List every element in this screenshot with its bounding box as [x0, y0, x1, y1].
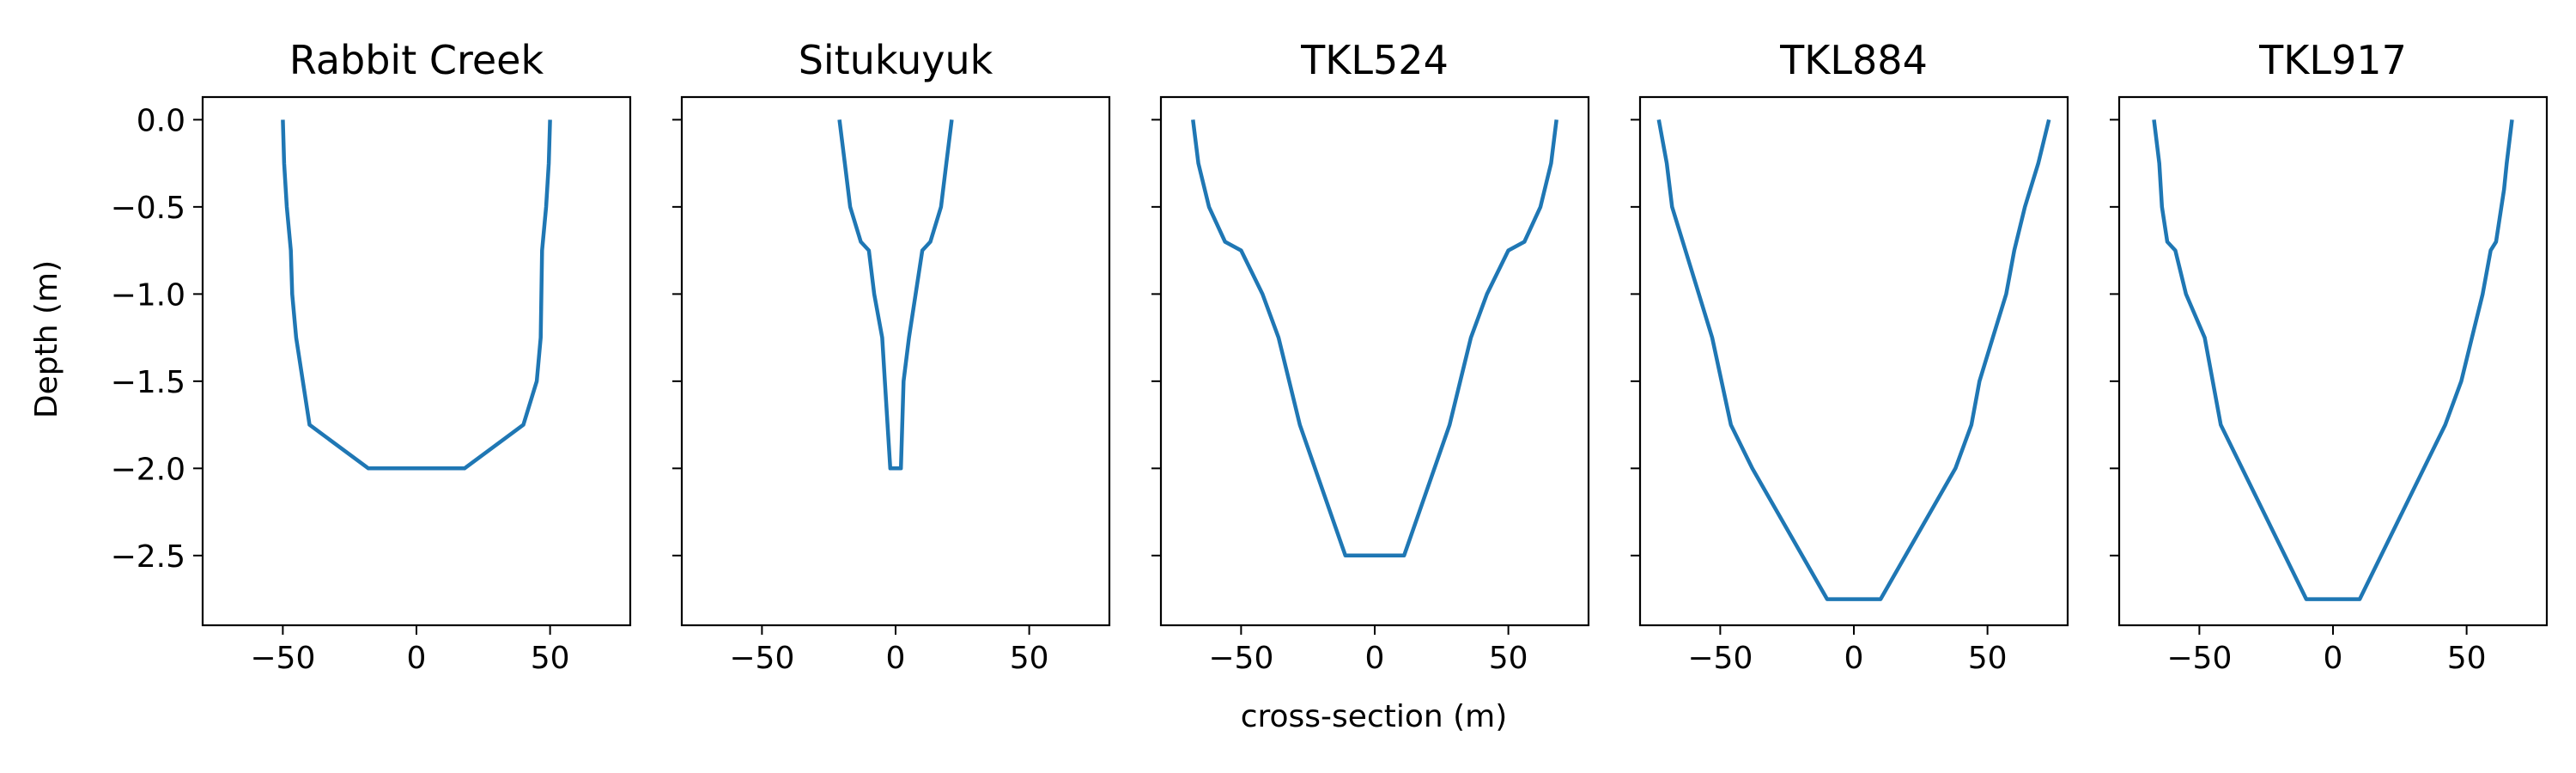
- panel-4: TKL884 −50 0 50: [1631, 37, 2069, 676]
- x-tick-label: −50: [1687, 641, 1753, 676]
- x-tick-label: −50: [2166, 641, 2232, 676]
- x-tick-label: 50: [1010, 641, 1049, 676]
- profile-line: [2152, 119, 2514, 601]
- panel-title: TKL917: [2258, 37, 2407, 83]
- axes-frame: [2117, 95, 2549, 627]
- y-tick-label: −2.5: [111, 539, 185, 575]
- x-tick-label: 50: [2447, 641, 2487, 676]
- axes-frame: [1638, 95, 2069, 627]
- panel-5: TKL917 −50 0 50: [2110, 37, 2549, 676]
- profile-line: [1656, 119, 2051, 601]
- x-tick-label: 0: [1844, 641, 1864, 676]
- y-tick-label: −2.0: [111, 452, 185, 487]
- y-tick-label: −1.0: [111, 277, 185, 313]
- x-tick-label: −50: [250, 641, 315, 676]
- y-axis-label: Depth (m): [29, 260, 64, 418]
- axes-frame: [201, 95, 632, 627]
- x-tick-label: 0: [886, 641, 906, 676]
- x-tick-label: 50: [1968, 641, 2008, 676]
- profile-line: [1191, 119, 1558, 558]
- x-tick-label: −50: [729, 641, 794, 676]
- profile-line: [281, 119, 552, 471]
- x-tick-label: 50: [1489, 641, 1528, 676]
- x-tick-label: 0: [1365, 641, 1385, 676]
- y-tick-label: 0.0: [137, 103, 185, 138]
- axes-frame: [1159, 95, 1590, 627]
- x-tick-label: 0: [2324, 641, 2343, 676]
- panel-3: TKL524 −50 0 50: [1151, 37, 1590, 676]
- panel-title: Situkuyuk: [799, 37, 993, 83]
- x-tick-label: −50: [1208, 641, 1273, 676]
- panel-title: TKL884: [1779, 37, 1928, 83]
- y-tick-label: −0.5: [111, 191, 185, 226]
- x-axis-label: cross-section (m): [1241, 699, 1508, 734]
- panel-2: Situkuyuk −50 0 50: [672, 37, 1111, 676]
- profile-line: [837, 119, 954, 471]
- y-tick-label: −1.5: [111, 365, 185, 400]
- axes-frame: [680, 95, 1111, 627]
- x-tick-label: 0: [407, 641, 427, 676]
- panel-1: Rabbit Creek −50 0 50 0.0 −0.5 −1.0 −1.5 −2.0 −2.…: [111, 37, 632, 676]
- panel-title: TKL524: [1300, 37, 1449, 83]
- panel-title: Rabbit Creek: [289, 37, 544, 83]
- x-tick-label: 50: [531, 641, 570, 676]
